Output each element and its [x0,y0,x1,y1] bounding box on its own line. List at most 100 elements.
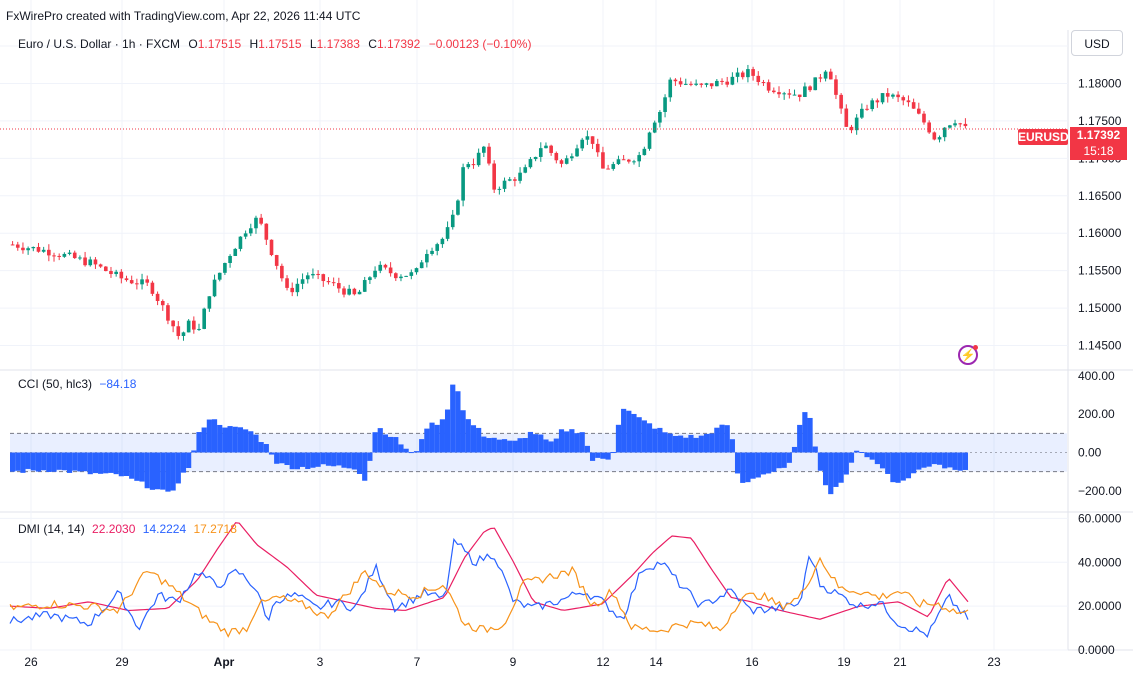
cci-bar [926,452,932,467]
candle-body [777,92,781,95]
time-axis-label: 26 [24,655,38,669]
cci-bar [874,452,880,465]
cci-bar [817,452,824,471]
candle-body [119,271,124,279]
cci-bar [776,452,782,469]
candle-body [518,172,522,181]
cci-bar [755,452,761,478]
last-price-value: 1.17392 [1076,128,1121,142]
candle-body [704,83,709,85]
cci-axis-label: 400.00 [1078,369,1115,383]
candle-body [440,238,445,245]
candle-body [523,167,528,173]
cci-bar [253,434,259,453]
candle-body [647,132,652,149]
cci-bar [356,452,363,474]
close-label: C [368,37,377,51]
candle-body [393,273,398,279]
price-axis-label: 1.14500 [1078,339,1122,353]
candle-body [21,247,25,251]
cci-value: −84.18 [99,377,137,391]
cci-bar [232,426,238,453]
candle-body [362,280,367,292]
cci-bar [206,419,212,453]
candle-body [274,255,279,266]
candle-body [720,80,724,82]
candle-body [559,160,564,164]
cci-bar [274,452,280,464]
candle-body [129,280,134,284]
candle-body [818,77,823,79]
cci-bar [957,452,963,471]
time-axis-label: 23 [987,655,1001,669]
candle-body [160,301,165,306]
dmi-title: DMI (14, 14) [18,522,85,536]
cci-bar [859,451,865,453]
cci-bar [595,452,601,458]
cci-bar [527,431,534,453]
cci-bar [807,417,813,453]
candle-body [942,127,947,138]
cci-bar [284,452,290,465]
candle-body [135,283,139,285]
candle-body [492,163,496,190]
cci-bar [336,452,342,466]
candle-body [197,328,201,330]
price-axis-label: 1.16500 [1078,189,1122,203]
ticker-label: EURUSD [1018,129,1069,145]
cci-bar [289,452,295,470]
candle-body [823,71,828,79]
time-axis-label: 16 [745,655,759,669]
cci-bar [25,452,31,469]
candle-body [373,270,377,278]
cci-bar [719,424,725,453]
cci-bar [838,452,844,483]
adx-line [9,522,969,620]
candle-body [658,111,662,123]
candle-body [72,252,77,259]
candle-body [285,278,289,288]
candle-body [513,179,517,181]
cci-bar [740,452,746,483]
dmi-axis-label: 40.0000 [1078,555,1122,569]
candle-body [528,159,533,168]
cci-bar [771,452,777,472]
cci-bar [134,452,140,481]
cci-bar [382,434,389,453]
cci-bar [688,434,694,453]
candle-body [212,279,217,297]
low-value: 1.17383 [316,37,360,51]
candle-body [963,123,968,127]
candle-body [176,326,181,336]
candle-body [15,244,20,248]
minus-di-value: 17.2718 [193,522,237,536]
cci-bar [393,437,399,453]
cci-bar [160,452,166,490]
cci-bar [346,452,352,469]
cci-bar [905,452,912,479]
candle-body [166,305,170,321]
candle-body [31,246,36,249]
candle-body [202,308,207,329]
bolt-icon[interactable]: ⚡ [958,345,978,365]
candle-body [627,159,631,162]
cci-bar [962,452,968,470]
cci-bar [553,438,559,453]
candle-body [456,200,460,215]
candle-body [803,86,807,97]
cci-bar [149,452,155,490]
cci-bar [237,427,244,453]
cci-bar [579,432,585,453]
candle-body [337,283,341,289]
candle-body [181,332,186,336]
attribution-text: FxWirePro created with TradingView.com, … [6,9,361,23]
candle-body [507,179,512,181]
candle-body [922,113,926,123]
cci-bar [605,452,611,460]
cci-bar [35,452,42,472]
symbol-title: Euro / U.S. Dollar · 1h · FXCM [18,37,181,51]
candle-body [880,93,885,103]
last-price-tag: 1.17392 15:18 [1070,127,1127,160]
currency-button[interactable]: USD [1071,30,1123,56]
